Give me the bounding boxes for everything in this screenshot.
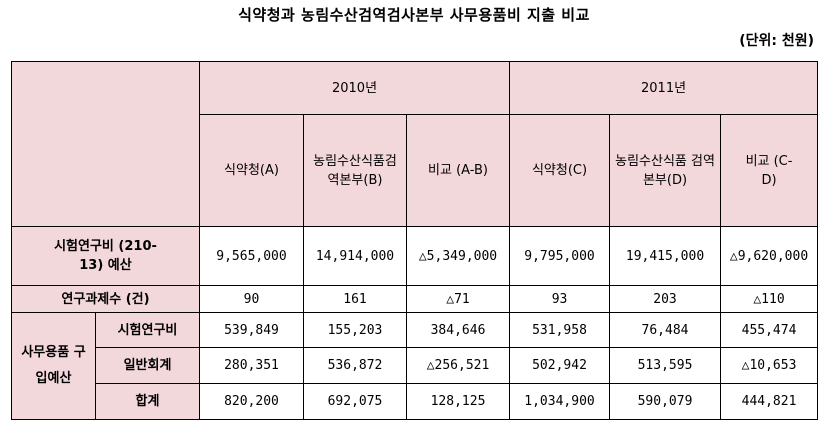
cell: △10,653 [720, 347, 819, 384]
header-year-2010: 2010년 [198, 61, 511, 115]
table-row: 합계 820,200 692,075 128,125 1,034,900 590… [12, 383, 819, 420]
cell: △71 [405, 285, 511, 313]
cell: △9,620,000 [720, 226, 819, 286]
cell: 444,821 [720, 383, 819, 420]
row-group-label-supplies: 사무용품 구입예산 [11, 312, 96, 420]
cell: △5,349,000 [405, 226, 511, 286]
table-row: 시험연구비 (210-13) 예산 9,565,000 14,914,000 △… [11, 226, 819, 286]
cell: 9,565,000 [199, 226, 304, 286]
cell: 1,034,900 [509, 383, 611, 420]
cell: 161 [303, 285, 407, 313]
cell: 14,914,000 [303, 226, 407, 286]
header-col-quarantine-d: 농림수산식품 검역본부(D) [609, 114, 722, 227]
cell: 9,795,000 [509, 226, 611, 286]
cell: △110 [720, 285, 819, 313]
cell: 539,849 [199, 312, 304, 348]
cell: 820,200 [199, 383, 304, 420]
row-label-project-count: 연구과제수 (건) [11, 285, 200, 313]
cell: 93 [509, 285, 611, 313]
cell: 19,415,000 [609, 226, 722, 286]
cell: △256,521 [405, 347, 511, 384]
page-title: 식약청과 농림수산검역검사본부 사무용품비 지출 비교 [238, 6, 590, 24]
cell: 502,942 [509, 347, 611, 384]
comparison-table: 2010년 2011년 식약청(A) 농림수산식품검역본부(B) 비교 (A-B… [11, 61, 819, 420]
row-label-sub: 일반회계 [95, 347, 200, 384]
table-row: 사무용품 구입예산 시험연구비 539,849 155,203 384,646 … [11, 312, 819, 420]
header-col-kfda-c: 식약청(C) [509, 114, 611, 227]
cell: 90 [199, 285, 304, 313]
cell: 536,872 [303, 347, 407, 384]
table-row: 일반회계 280,351 536,872 △256,521 502,942 51… [12, 347, 819, 384]
row-label-sub: 합계 [95, 383, 200, 420]
header-corner [11, 61, 200, 227]
cell: 692,075 [303, 383, 407, 420]
cell: 155,203 [303, 312, 407, 348]
cell: 384,646 [405, 312, 511, 348]
cell: 128,125 [405, 383, 511, 420]
header-col-quarantine-b: 농림수산식품검역본부(B) [303, 114, 407, 227]
cell: 590,079 [609, 383, 722, 420]
header-year-2011: 2011년 [509, 61, 819, 115]
header-col-kfda-a: 식약청(A) [199, 114, 304, 227]
table-row: 연구과제수 (건) 90 161 △71 93 203 △110 [11, 285, 819, 313]
cell: 76,484 [609, 312, 722, 348]
header-col-compare-ab: 비교 (A-B) [405, 114, 511, 227]
cell: 513,595 [609, 347, 722, 384]
header-col-compare-cd: 비교 (C-D) [720, 114, 819, 227]
row-label-sub: 시험연구비 [95, 312, 200, 348]
cell: 280,351 [199, 347, 304, 384]
unit-label: (단위: 천원) [739, 33, 814, 49]
cell: 531,958 [509, 312, 611, 348]
cell: 455,474 [720, 312, 819, 348]
cell: 203 [609, 285, 722, 313]
row-label-research-budget: 시험연구비 (210-13) 예산 [11, 226, 200, 286]
